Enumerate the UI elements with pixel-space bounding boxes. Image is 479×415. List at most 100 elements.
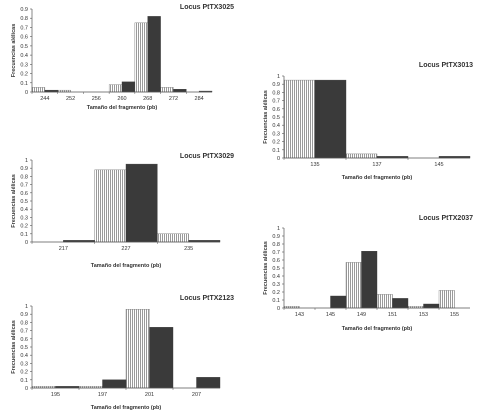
y-tick-label: 0.6	[272, 258, 280, 264]
y-tick-label: 0.4	[20, 353, 28, 359]
bar-striped	[134, 22, 148, 93]
y-tick-label: 0.6	[20, 35, 28, 41]
x-tick-label: 201	[145, 392, 154, 398]
chart-title: Locus PtTX2123	[180, 295, 234, 302]
y-tick-label: 0.8	[272, 90, 280, 96]
y-tick-label: 0.7	[272, 99, 280, 105]
y-tick-label: 0.4	[20, 53, 28, 59]
y-tick-label: 0	[25, 90, 28, 96]
y-tick-label: 0.1	[20, 81, 28, 87]
x-tick-label: 227	[121, 246, 130, 252]
x-tick-label: 244	[40, 96, 49, 102]
bar-striped	[160, 87, 174, 93]
y-tick-label: 0.5	[20, 44, 28, 50]
y-tick-label: 1	[25, 158, 28, 164]
x-tick-label: 145	[434, 162, 443, 168]
bar-dark	[314, 79, 347, 159]
bar-striped	[376, 294, 393, 309]
bar-dark	[361, 251, 378, 309]
y-tick-label: 0.3	[20, 215, 28, 221]
bar-dark	[196, 377, 221, 389]
x-tick-label: 252	[66, 96, 75, 102]
bar-dark	[173, 89, 187, 93]
chart-pttx2037: Locus PtTX2037 0 0.1 0.2 0.3 0.4 0.5 0.6 0.7 0.8 0…	[263, 215, 473, 332]
x-axis-label: Tamaño del fragmento (pb)	[342, 326, 413, 332]
bar-striped	[345, 262, 362, 309]
x-tick-label: 151	[388, 312, 397, 318]
y-tick-label: 0.7	[20, 329, 28, 335]
y-tick-label: 0.6	[20, 337, 28, 343]
y-tick-label: 0.9	[272, 234, 280, 240]
y-tick-label: 0.8	[20, 174, 28, 180]
chart-pttx3029: Locus PtTX3029 0 0.1 0.2 0.3 0.4 0.5 0.6 0.7 0.8 0…	[11, 153, 234, 269]
x-tick-label: 145	[326, 312, 335, 318]
chart-pttx3025: Locus PtTX3025 0 0.1 0.2 0.3 0.4 0.5 0.6 0.7 0.8 0…	[11, 4, 234, 111]
y-tick-label: 0.5	[20, 199, 28, 205]
chart-title: Locus PtTX3013	[419, 62, 473, 69]
bar-dark	[392, 298, 409, 309]
y-tick-label: 0.4	[272, 274, 280, 280]
y-axis-label: Frecuencias alélicas	[11, 174, 17, 228]
y-tick-label: 0.9	[272, 82, 280, 88]
bar-dark	[147, 16, 161, 93]
y-tick-label: 0.3	[20, 62, 28, 68]
bar-striped	[94, 169, 127, 243]
y-tick-label: 0.6	[20, 191, 28, 197]
y-tick-label: 0.4	[20, 207, 28, 213]
y-tick-label: 0.9	[20, 312, 28, 318]
x-tick-label: 153	[419, 312, 428, 318]
bar-dark	[423, 303, 440, 309]
x-tick-label: 143	[295, 312, 304, 318]
x-tick-label: 195	[51, 392, 60, 398]
x-tick-label: 207	[192, 392, 201, 398]
y-tick-label: 0.2	[20, 72, 28, 78]
y-tick-label: 0.2	[20, 370, 28, 376]
chart-pttx3013: Locus PtTX3013 0 0.1 0.2 0.3 0.4 0.5 0.6 0.7 0.8 0…	[263, 62, 473, 181]
y-tick-label: 1	[277, 74, 280, 80]
x-tick-label: 272	[169, 96, 178, 102]
bar-dark	[102, 379, 127, 389]
y-tick-label: 0.1	[20, 378, 28, 384]
y-tick-label: 1	[277, 226, 280, 232]
bar-striped	[283, 79, 316, 159]
y-tick-label: 0.3	[272, 282, 280, 288]
y-tick-label: 0.4	[272, 123, 280, 129]
y-axis-label: Frecuencias alélicas	[11, 24, 17, 78]
y-tick-label: 0.8	[272, 242, 280, 248]
y-tick-label: 0.8	[20, 320, 28, 326]
y-tick-label: 1	[25, 304, 28, 310]
y-tick-label: 0	[277, 306, 280, 312]
bar-striped	[345, 153, 378, 159]
bar-striped	[125, 309, 150, 389]
x-tick-label: 260	[117, 96, 126, 102]
y-tick-label: 0.5	[20, 345, 28, 351]
bar-dark	[121, 81, 136, 93]
y-tick-label: 0.8	[20, 16, 28, 22]
y-axis-label: Frecuencias alélicas	[11, 320, 17, 374]
x-tick-label: 256	[92, 96, 101, 102]
y-tick-label: 0.1	[272, 148, 280, 154]
bar-striped	[108, 84, 123, 93]
bar-dark	[330, 295, 347, 309]
chart-title: Locus PtTX3025	[180, 4, 234, 11]
bar-striped	[31, 87, 46, 93]
y-tick-label: 0	[25, 240, 28, 246]
bar-striped	[438, 290, 455, 309]
y-tick-label: 0.7	[272, 250, 280, 256]
x-tick-label: 135	[310, 162, 319, 168]
y-tick-label: 0.1	[20, 232, 28, 238]
x-tick-label: 284	[195, 96, 204, 102]
x-tick-label: 268	[143, 96, 152, 102]
bar-dark	[149, 327, 174, 389]
y-tick-label: 0.2	[272, 140, 280, 146]
y-tick-label: 0.5	[272, 115, 280, 121]
x-axis-label: Tamaño del fragmento (pb)	[342, 175, 413, 181]
y-tick-label: 0.9	[20, 166, 28, 172]
x-tick-label: 235	[184, 246, 193, 252]
x-axis-label: Tamaño del fragmento (pb)	[91, 263, 162, 269]
y-tick-label: 0.7	[20, 183, 28, 189]
x-tick-label: 217	[59, 246, 68, 252]
y-axis-label: Frecuencias alélicas	[263, 241, 269, 295]
y-tick-label: 0.5	[272, 266, 280, 272]
x-axis-label: Tamaño del fragmento (pb)	[91, 405, 162, 411]
